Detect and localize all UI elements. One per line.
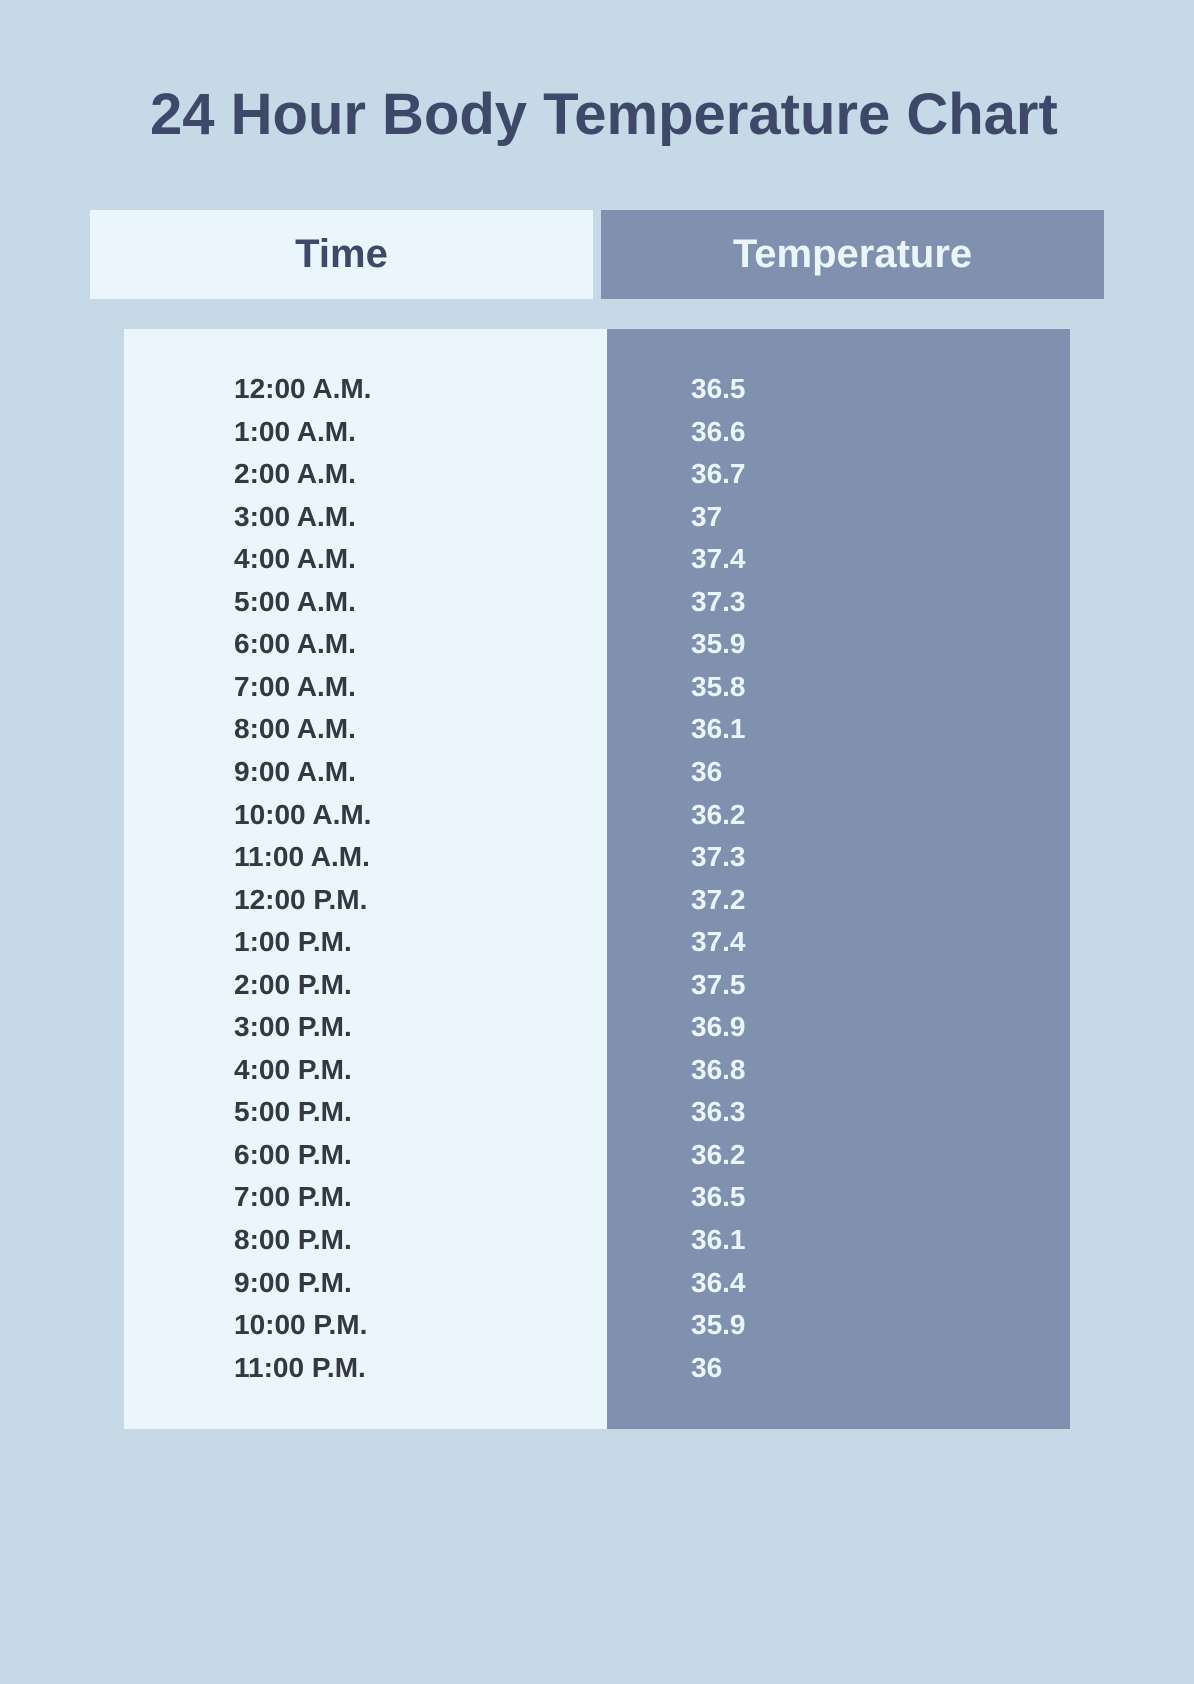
temperature-cell: 36.5 [691,368,1070,411]
time-cell: 12:00 P.M. [234,879,613,922]
temperature-cell: 36.8 [691,1049,1070,1092]
temperature-cell: 37.3 [691,836,1070,879]
temperature-cell: 36 [691,1347,1070,1390]
header-time: Time [90,210,593,299]
time-cell: 1:00 A.M. [234,411,613,454]
time-cell: 3:00 P.M. [234,1006,613,1049]
time-cell: 5:00 P.M. [234,1091,613,1134]
temperature-cell: 37.4 [691,921,1070,964]
temperature-cell: 37.3 [691,581,1070,624]
temperature-cell: 36.6 [691,411,1070,454]
temperature-cell: 37.5 [691,964,1070,1007]
temperature-cell: 37 [691,496,1070,539]
time-cell: 6:00 A.M. [234,623,613,666]
time-cell: 6:00 P.M. [234,1134,613,1177]
time-cell: 9:00 A.M. [234,751,613,794]
temperature-cell: 36.9 [691,1006,1070,1049]
time-cell: 5:00 A.M. [234,581,613,624]
table-header-row: Time Temperature [90,210,1104,299]
temperature-cell: 35.8 [691,666,1070,709]
time-cell: 11:00 P.M. [234,1347,613,1390]
header-temperature: Temperature [601,210,1104,299]
temperature-cell: 36.7 [691,453,1070,496]
time-cell: 11:00 A.M. [234,836,613,879]
temperature-cell: 37.2 [691,879,1070,922]
time-cell: 10:00 P.M. [234,1304,613,1347]
table-body: 12:00 A.M.1:00 A.M.2:00 A.M.3:00 A.M.4:0… [90,329,1104,1429]
time-cell: 7:00 P.M. [234,1176,613,1219]
time-cell: 9:00 P.M. [234,1262,613,1305]
time-cell: 2:00 A.M. [234,453,613,496]
temperature-cell: 35.9 [691,1304,1070,1347]
temperature-cell: 36.2 [691,794,1070,837]
temperature-cell: 36.1 [691,708,1070,751]
temperature-cell: 36.3 [691,1091,1070,1134]
temperature-cell: 36.5 [691,1176,1070,1219]
time-cell: 10:00 A.M. [234,794,613,837]
temperature-column: 36.536.636.73737.437.335.935.836.13636.2… [607,329,1070,1429]
time-cell: 4:00 P.M. [234,1049,613,1092]
chart-title: 24 Hour Body Temperature Chart [150,80,1104,150]
temperature-cell: 36.4 [691,1262,1070,1305]
temperature-cell: 36.2 [691,1134,1070,1177]
time-cell: 7:00 A.M. [234,666,613,709]
temperature-cell: 36.1 [691,1219,1070,1262]
time-cell: 8:00 A.M. [234,708,613,751]
temperature-cell: 37.4 [691,538,1070,581]
time-cell: 12:00 A.M. [234,368,613,411]
temperature-cell: 36 [691,751,1070,794]
time-cell: 4:00 A.M. [234,538,613,581]
time-cell: 3:00 A.M. [234,496,613,539]
time-cell: 2:00 P.M. [234,964,613,1007]
temperature-cell: 35.9 [691,623,1070,666]
time-cell: 8:00 P.M. [234,1219,613,1262]
time-column: 12:00 A.M.1:00 A.M.2:00 A.M.3:00 A.M.4:0… [124,329,613,1429]
time-cell: 1:00 P.M. [234,921,613,964]
